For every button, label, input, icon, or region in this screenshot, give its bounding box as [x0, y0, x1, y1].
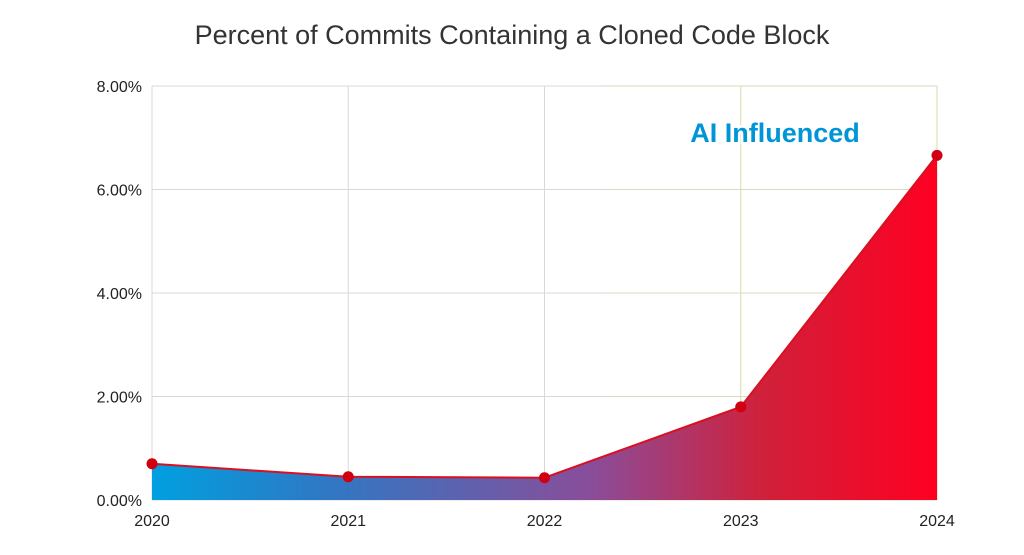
chart-title: Percent of Commits Containing a Cloned C… [194, 20, 830, 50]
area-fill [152, 155, 937, 500]
y-tick-label-4: 8.00% [97, 79, 142, 96]
markers [146, 149, 943, 484]
ai-influenced-annotation: AI Influenced [690, 118, 860, 148]
x-tick-label-2020: 2020 [134, 513, 170, 530]
x-tick-label-2021: 2021 [330, 513, 366, 530]
y-tick-label-3: 6.00% [97, 183, 142, 200]
y-axis-ticks: 0.00% 2.00% 4.00% 6.00% 8.00% [97, 79, 142, 510]
y-tick-label-1: 2.00% [97, 390, 142, 407]
data-point-2024 [931, 149, 943, 161]
data-point-2020 [146, 458, 158, 470]
x-axis-ticks: 2020 2021 2022 2023 2024 [134, 513, 955, 530]
x-tick-label-2023: 2023 [723, 513, 759, 530]
data-point-2022 [539, 472, 550, 484]
x-tick-label-2024: 2024 [919, 513, 955, 530]
data-point-2021 [342, 471, 354, 483]
data-point-2023 [735, 401, 747, 413]
x-tick-label-2022: 2022 [527, 513, 563, 530]
y-tick-label-2: 4.00% [97, 286, 142, 303]
y-tick-label-0: 0.00% [97, 493, 142, 510]
